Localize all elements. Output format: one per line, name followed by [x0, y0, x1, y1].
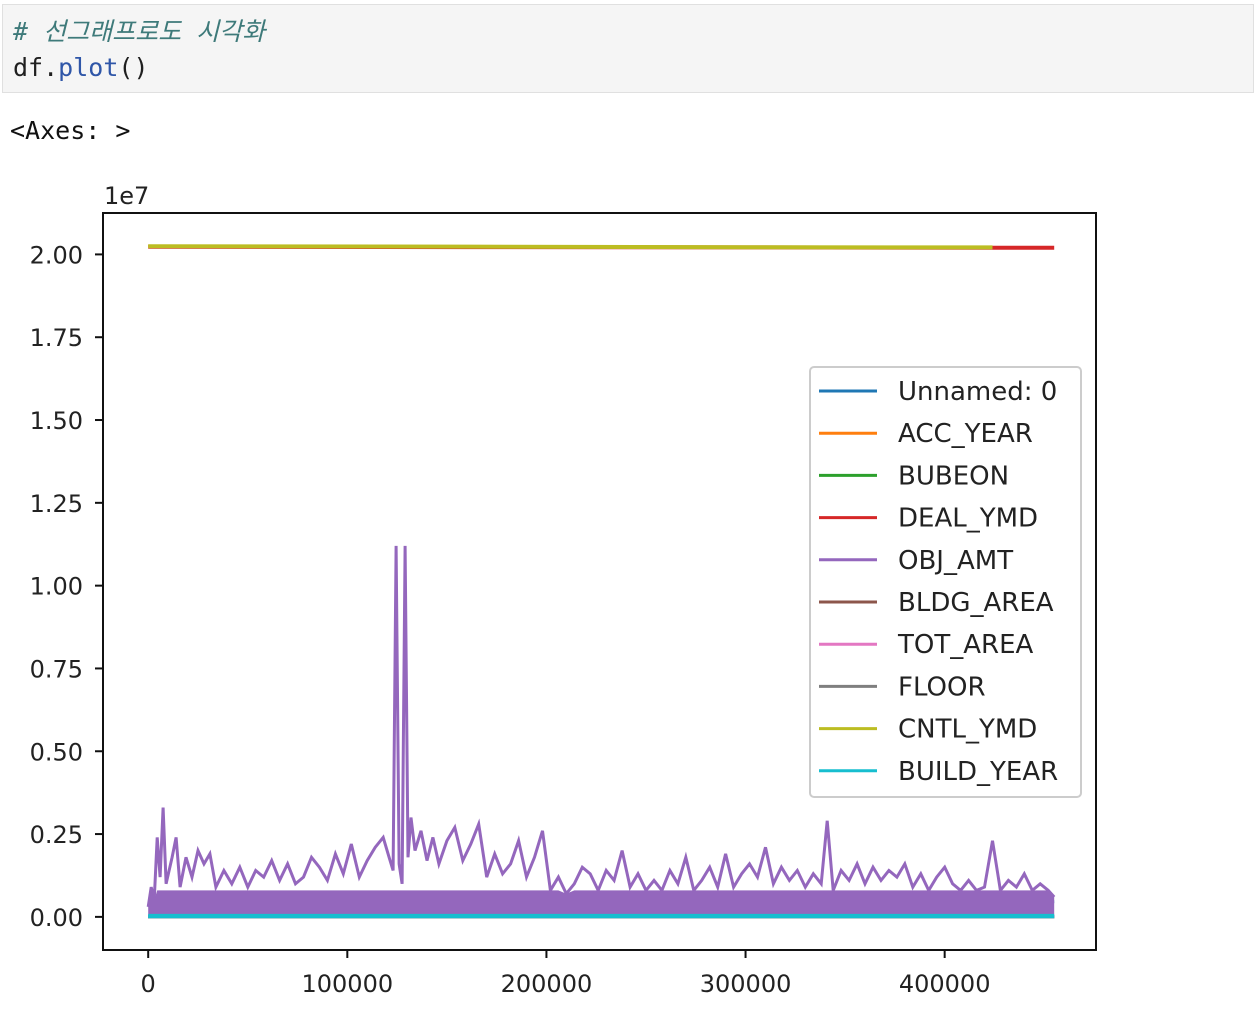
- code-dot: .: [43, 53, 59, 82]
- y-tick-label-3: 0.75: [30, 655, 83, 683]
- legend-label-6: TOT_AREA: [897, 630, 1034, 660]
- code-object: df: [13, 53, 44, 82]
- legend-label-4: OBJ_AMT: [898, 546, 1013, 576]
- x-tick-label-0: 0: [141, 970, 156, 998]
- y-tick-label-1: 0.25: [30, 821, 83, 849]
- legend-label-5: BLDG_AREA: [898, 588, 1054, 618]
- y-offset-label: 1e7: [104, 182, 149, 210]
- obj-amt-density-area: [148, 890, 1055, 917]
- series-line-4: [146, 545, 1056, 908]
- cell-output-text: <Axes: >: [10, 116, 131, 145]
- legend-label-9: BUILD_YEAR: [898, 757, 1058, 787]
- y-tick-label-5: 1.25: [30, 490, 83, 518]
- legend-label-8: CNTL_YMD: [898, 715, 1037, 745]
- x-tick-label-1: 100000: [302, 970, 394, 998]
- axes-frame: [102, 212, 1097, 951]
- code-statement-line: df.plot(): [13, 50, 1253, 86]
- x-tick-label-2: 200000: [501, 970, 593, 998]
- code-parens: (): [118, 53, 149, 82]
- x-tick-label-4: 400000: [899, 970, 991, 998]
- code-comment: # 선그래프로도 시각화: [13, 17, 266, 46]
- y-tick-label-8: 2.00: [30, 241, 83, 269]
- y-tick-label-7: 1.75: [30, 324, 83, 352]
- legend-label-0: Unnamed: 0: [898, 377, 1057, 407]
- legend-label-2: BUBEON: [898, 461, 1009, 491]
- y-tick-label-2: 0.50: [30, 738, 83, 766]
- legend-label-3: DEAL_YMD: [898, 504, 1038, 534]
- series-line-8: [148, 244, 993, 250]
- x-tick-label-3: 300000: [700, 970, 792, 998]
- code-function: plot: [58, 53, 119, 82]
- legend-box: [809, 366, 1082, 798]
- code-comment-line: # 선그래프로도 시각화: [13, 14, 1253, 50]
- code-cell[interactable]: # 선그래프로도 시각화 df.plot(): [2, 4, 1254, 93]
- legend-label-1: ACC_YEAR: [898, 419, 1033, 449]
- legend-label-7: FLOOR: [898, 672, 986, 702]
- y-tick-label-6: 1.50: [30, 407, 83, 435]
- y-tick-label-4: 1.00: [30, 573, 83, 601]
- y-tick-label-0: 0.00: [30, 904, 83, 932]
